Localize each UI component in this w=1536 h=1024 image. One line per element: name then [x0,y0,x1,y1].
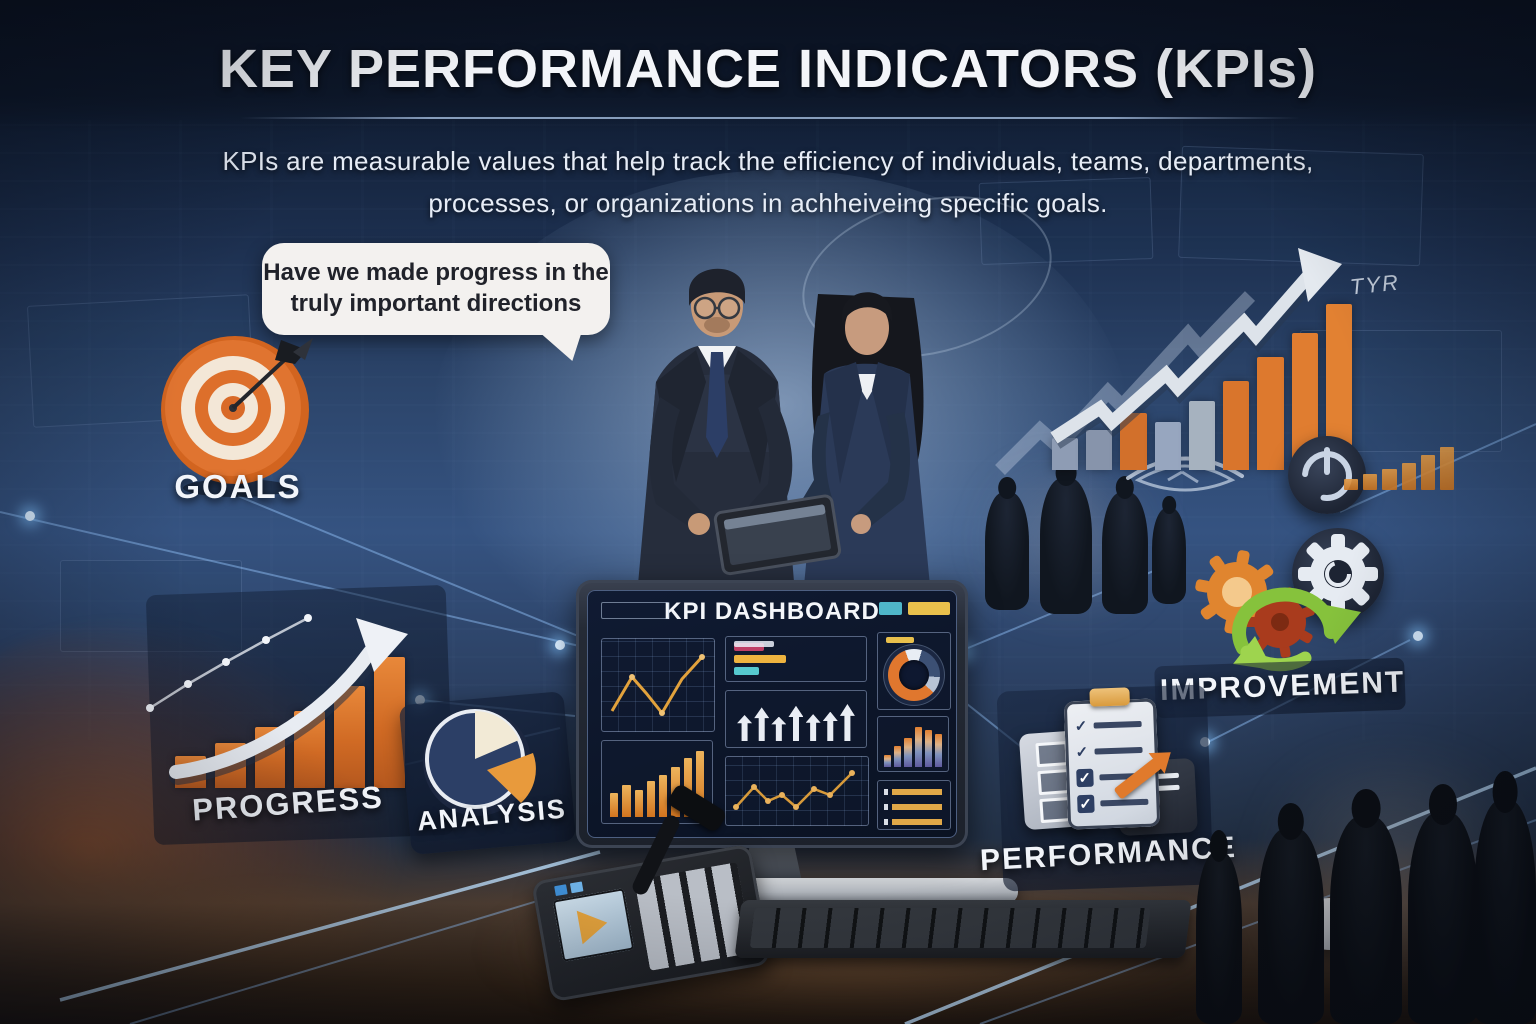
dashboard-chip [879,602,902,615]
person-silhouette [1040,478,1092,614]
keyboard-keys [749,908,1151,948]
person-silhouette [1152,508,1186,604]
growth-arrow-icon [1050,248,1342,449]
check-icon: ✓ [1076,768,1094,788]
goals-label: GOALS [174,468,302,505]
title-underline [240,117,1300,119]
dashboard-gauge-panel [877,632,951,710]
person-silhouette [1102,492,1148,614]
page-title: KEY PERFORMANCE INDICATORS (KPIs) [218,39,1318,99]
person-silhouette [985,492,1029,610]
network-node [25,511,35,521]
person-silhouette [1258,828,1324,1024]
checkbox-icon [1035,741,1069,768]
dashboard-arrow-panel [725,690,867,748]
speech-bubble: Have we made progress in the truly impor… [262,243,610,335]
monitor: KPI DASHBOARD [576,580,968,848]
dashboard-kpi-bars [725,636,867,682]
gauge-icon [888,649,940,701]
subtitle-line2: processes, or organizations in achheivei… [428,188,1108,218]
person-silhouette [1330,816,1402,1024]
device-chip [569,881,584,894]
device-chip [554,884,568,897]
panel-caption-bar [734,641,774,647]
text-line [1093,720,1142,729]
dashboard-chip [908,602,950,615]
check-icon: ✓ [1077,794,1095,814]
mini-bar-chart [1344,428,1455,490]
speech-line1: Have we made progress in the [263,259,609,286]
list-bars [892,789,942,825]
text-line [1099,798,1149,807]
panel-caption-bar [886,637,914,643]
tyr-annotation: TYR [1348,269,1402,300]
check-icon: ✓ [1075,743,1089,762]
device-screen [552,888,635,962]
speech-line2: truly important directions [290,290,582,317]
dashboard-line-chart [601,638,715,732]
check-icon: ✓ [1074,717,1088,736]
network-node [1413,631,1423,641]
keyboard [734,900,1192,958]
dashboard-list-panel [877,780,951,830]
dashboard-screen: KPI DASHBOARD [587,590,957,838]
clipboard-clip [1089,687,1130,707]
person-silhouette [1474,800,1536,1024]
business-people-illustration [636,268,932,607]
progress-arrow-icon [169,618,408,785]
dashboard-gradient-bars [877,716,949,772]
network-node [555,640,565,650]
subtitle-line1: KPIs are measurable values that help tra… [222,146,1314,176]
list-ticks [884,789,888,825]
text-line [1094,746,1143,755]
dashboard-trend-chart [725,756,869,826]
person-silhouette [1408,812,1478,1024]
person-silhouette [1196,852,1242,1024]
dashboard-chip [601,602,669,619]
